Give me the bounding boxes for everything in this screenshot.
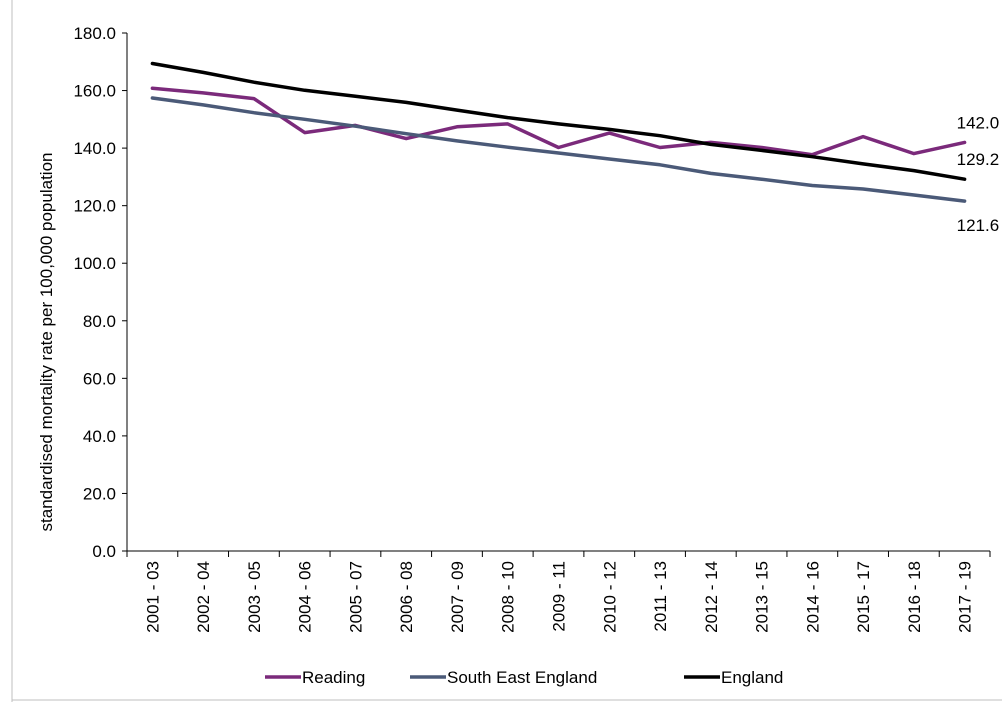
- y-tick-label: 0.0: [92, 542, 116, 561]
- x-tick-label: 2005 - 07: [346, 561, 365, 633]
- x-tick-label: 2002 - 04: [194, 561, 213, 633]
- x-tick-label: 2006 - 08: [397, 561, 416, 633]
- y-tick-label: 180.0: [73, 24, 116, 43]
- legend-label: Reading: [302, 668, 365, 687]
- legend-label: England: [721, 668, 783, 687]
- x-tick-labels: 2001 - 03 2002 - 04 2003 - 05 2004 - 06 2005…: [143, 561, 974, 633]
- x-tick-label: 2013 - 15: [753, 561, 772, 633]
- x-tick-label: 2016 - 18: [905, 561, 924, 633]
- end-label-south-east-england: 121.6: [957, 216, 1000, 235]
- chart-frame: [11, 0, 1002, 702]
- series-lines: [150, 61, 967, 203]
- y-tick-label: 80.0: [83, 312, 116, 331]
- y-tick-label: 60.0: [83, 369, 116, 388]
- series-line-england: [150, 61, 967, 181]
- x-tick-label: 2010 - 12: [600, 561, 619, 633]
- legend-label: South East England: [447, 668, 597, 687]
- end-label-reading: 142.0: [957, 113, 1000, 132]
- x-tick-label: 2001 - 03: [143, 561, 162, 633]
- x-tick-label: 2015 - 17: [854, 561, 873, 633]
- x-tick-label: 2004 - 06: [296, 561, 315, 633]
- x-tick-label: 2003 - 05: [245, 561, 264, 633]
- y-tick-label: 40.0: [83, 427, 116, 446]
- x-tick-label: 2011 - 13: [651, 561, 670, 632]
- end-label-england: 129.2: [957, 150, 1000, 169]
- legend: Reading South East England England: [265, 668, 783, 687]
- y-tick-label: 20.0: [83, 484, 116, 503]
- y-tick-label: 160.0: [73, 82, 116, 101]
- y-tick-labels: 0.0 20.0 40.0 60.0 80.0 100.0 120.0 140.0 160.0 1…: [73, 24, 116, 561]
- end-labels: 142.0 121.6 129.2: [957, 113, 1000, 235]
- x-tick-label: 2007 - 09: [448, 561, 467, 633]
- y-axis-title: standardised mortality rate per 100,000 …: [37, 153, 56, 532]
- x-tick-label: 2012 - 14: [702, 561, 721, 633]
- series-line-reading: [150, 86, 967, 157]
- x-tick-label: 2009 - 11: [550, 561, 569, 632]
- y-tick-label: 120.0: [73, 197, 116, 216]
- x-tick-label: 2017 - 19: [956, 561, 975, 633]
- series-line-south-east-england: [150, 96, 967, 203]
- axes: [122, 32, 991, 557]
- x-tick-label: 2008 - 10: [499, 561, 518, 633]
- y-tick-label: 100.0: [73, 254, 116, 273]
- x-tick-label: 2014 - 16: [803, 561, 822, 633]
- y-tick-label: 140.0: [73, 139, 116, 158]
